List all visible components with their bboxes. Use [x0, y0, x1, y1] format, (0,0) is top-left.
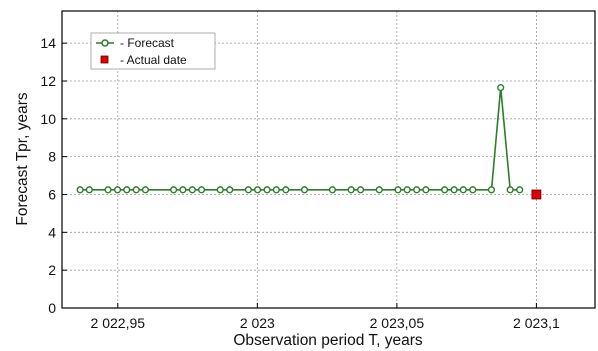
axis-ticks: 2 022,95 2 023 2 023,05 2 023,1 0 2 4 6 8 10 12 14	[40, 35, 560, 331]
forecast-point	[188, 186, 196, 194]
forecast-point	[328, 186, 337, 194]
legend-box	[90, 32, 216, 70]
x-tick-label: 2 023,05	[370, 315, 425, 331]
forecast-point	[179, 186, 187, 194]
forecast-point	[300, 186, 309, 194]
x-tick-label: 2 023,1	[513, 315, 560, 331]
forecast-point	[216, 186, 224, 194]
legend-forecast-label: - Forecast	[120, 36, 175, 50]
series-layer	[76, 84, 542, 200]
legend-actual-label: - Actual date	[120, 53, 187, 67]
forecast-point	[254, 186, 262, 194]
legend: - Forecast - Actual date	[90, 32, 216, 70]
x-tick-label: 2 023	[240, 315, 275, 331]
forecast-point	[394, 186, 402, 194]
forecast-point	[497, 84, 505, 92]
forecast-point	[422, 186, 430, 194]
forecast-point	[272, 186, 280, 194]
x-axis-title: Observation period T, years	[233, 332, 423, 349]
legend-actual-marker	[100, 55, 109, 64]
y-tick-label: 0	[48, 300, 56, 316]
y-tick-label: 10	[40, 111, 56, 127]
y-tick-label: 2	[48, 262, 56, 278]
forecast-point	[226, 186, 234, 194]
forecast-point	[487, 186, 496, 194]
forecast-point	[516, 186, 524, 194]
forecast-point	[459, 186, 467, 194]
forecast-point	[413, 186, 421, 194]
forecast-point	[282, 186, 290, 194]
x-tick-label: 2 022,95	[91, 315, 146, 331]
forecast-point	[104, 186, 112, 194]
forecast-point	[170, 186, 178, 194]
forecast-point	[76, 186, 84, 194]
y-axis-title: Forecast Tpr, years	[14, 92, 31, 225]
forecast-point	[469, 186, 477, 194]
legend-forecast-marker	[101, 39, 109, 47]
forecast-point	[113, 186, 122, 194]
forecast-point	[403, 186, 411, 194]
forecast-point	[123, 186, 131, 194]
forecast-point	[244, 186, 253, 194]
forecast-point	[506, 186, 514, 194]
forecast-point	[85, 186, 93, 194]
y-tick-label: 4	[48, 224, 56, 240]
forecast-point	[197, 186, 206, 194]
forecast-point	[356, 186, 365, 194]
forecast-point	[141, 186, 150, 194]
forecast-point	[347, 186, 355, 194]
actual-date-point	[531, 189, 542, 200]
forecast-point	[440, 186, 449, 194]
forecast-point	[132, 186, 140, 194]
y-tick-label: 14	[40, 35, 56, 51]
y-tick-label: 6	[48, 186, 56, 202]
forecast-point	[450, 186, 458, 194]
y-tick-label: 12	[40, 73, 56, 89]
forecast-point	[263, 186, 271, 194]
plot-frame	[61, 10, 596, 309]
y-tick-label: 8	[48, 149, 56, 165]
forecast-point	[375, 186, 383, 194]
